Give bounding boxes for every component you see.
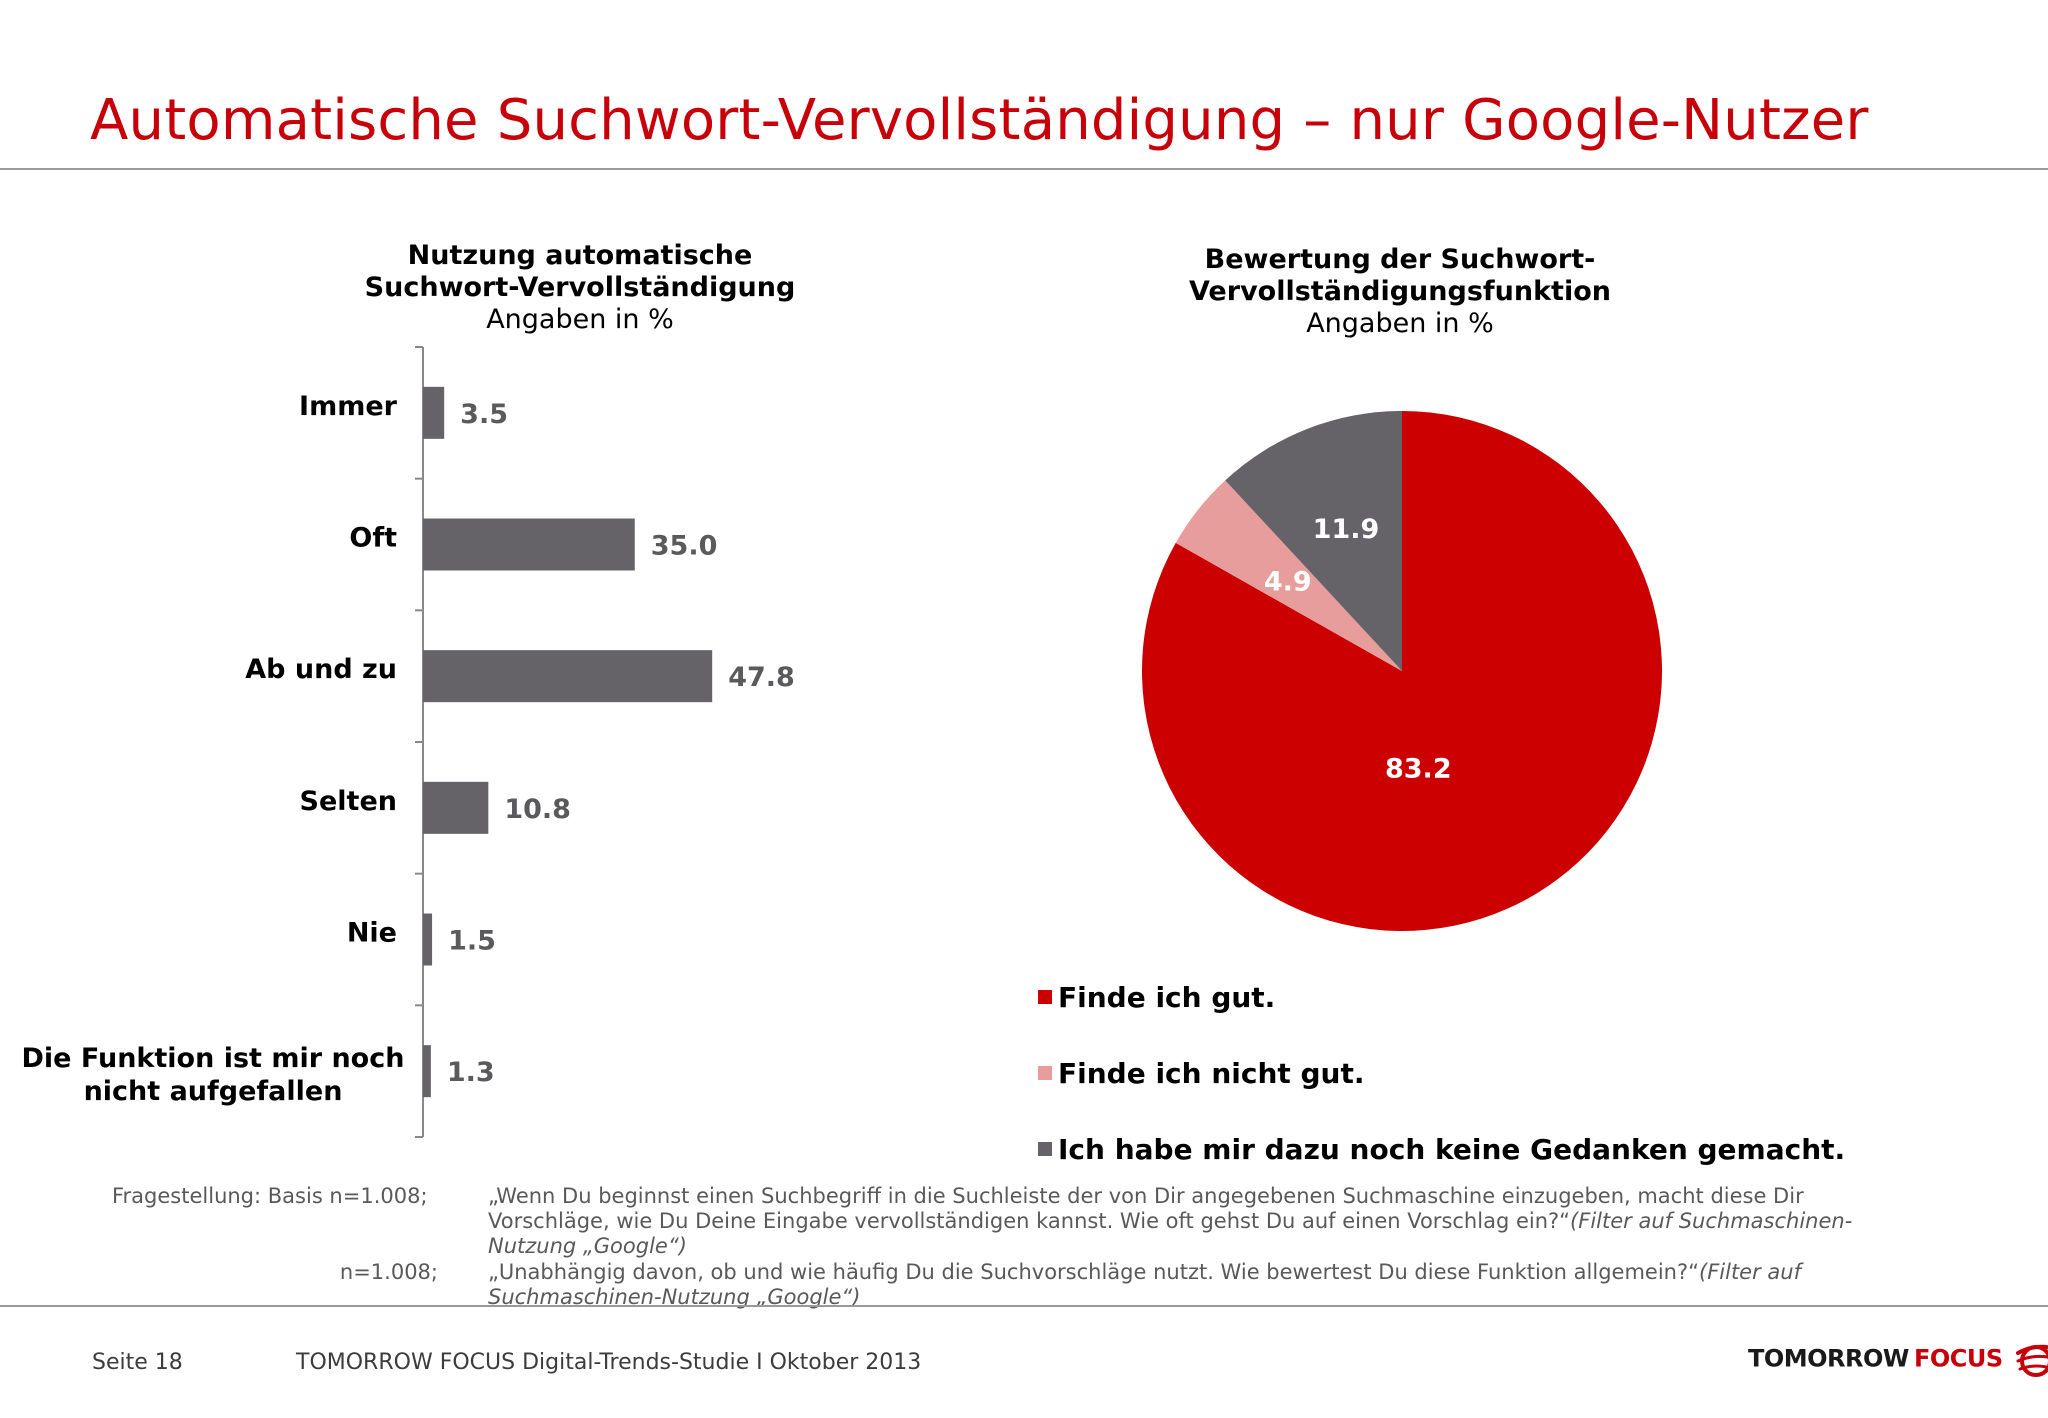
bar-value-label: 10.8 [504,794,571,825]
bar-chart-subtitle: Angaben in % [486,304,674,335]
note-label-base: n=1.008; [339,1260,438,1284]
bar [423,386,445,439]
bar-value-label: 3.5 [460,399,508,430]
note-text-question1-main: „Wenn Du beginnst einen Suchbegriff in d… [488,1184,1804,1233]
bar-category-label: nicht aufgefallen [84,1076,343,1107]
bar [423,1045,431,1098]
pie-slice-no-opinion [1225,411,1402,671]
page-title: Automatische Suchwort-Vervollständigung … [90,88,1869,153]
bar-category-label: Nie [347,918,397,949]
pie-chart-title: Bewertung der Suchwort- Vervollständigun… [1150,244,1650,340]
bar [423,650,713,703]
title-divider [0,168,2048,170]
legend-item-good: Finde ich gut. [1038,981,1275,1014]
legend-item-no-opinion: Ich habe mir dazu noch keine Gedanken ge… [1038,1133,1845,1166]
pie-chart-title-line2: Vervollständigungsfunktion [1189,276,1611,307]
bar-chart: 3.5 Immer 35.0 Oft 47.8 Ab und zu 10.8 Selten 1.… [22,346,795,1138]
logo-text-focus: FOCUS [1914,1344,2003,1373]
legend-swatch-good [1038,990,1052,1004]
bar-chart-title-line1: Nutzung automatische [407,240,753,271]
bar-value-label: 1.3 [447,1057,495,1088]
pie-value-label: 4.9 [1264,567,1312,598]
logo-swirl-icon [2015,1344,2048,1377]
bar-chart-title: Nutzung automatische Suchwort-Vervollstä… [330,240,830,336]
note-text-question1-filter: (Filter auf Suchmaschinen-Nutzung „Googl… [488,1209,1853,1258]
bar-category-label: Immer [299,391,398,422]
bar [423,913,433,966]
bar-value-label: 47.8 [728,662,795,693]
bar-value-label: 1.5 [448,926,496,957]
legend-item-not-good: Finde ich nicht gut. [1038,1057,1365,1090]
note-label-question: Fragestellung: Basis n=1.008; [112,1184,428,1208]
pie-slice-not-good [1175,480,1402,671]
bar-chart-title-line2: Suchwort-Vervollständigung [364,272,796,303]
pie-chart-subtitle: Angaben in % [1306,308,1494,339]
bar-category-label: Ab und zu [245,654,397,685]
legend-swatch-not-good [1038,1066,1052,1080]
pie-value-label: 11.9 [1313,514,1380,545]
bar-category-label: Oft [349,523,397,554]
note-text-question1: „Wenn Du beginnst einen Suchbegriff in d… [488,1184,1888,1259]
note-text-question2: „Unabhängig davon, ob und wie häufig Du … [488,1260,1888,1310]
logo-text-tomorrow: TOMORROW [1748,1344,1909,1373]
footer-page-number: Seite 18 [92,1350,183,1375]
bar [423,518,635,571]
bar [423,781,489,834]
note-text-question2-main: „Unabhängig davon, ob und wie häufig Du … [488,1260,1699,1284]
bar-category-label: Die Funktion ist mir noch [22,1043,405,1074]
legend-label-good: Finde ich gut. [1058,981,1276,1014]
pie-chart-title-line1: Bewertung der Suchwort- [1204,244,1596,275]
bar-value-label: 35.0 [651,531,718,562]
bar-category-label: Selten [300,786,397,817]
legend-label-not-good: Finde ich nicht gut. [1058,1057,1365,1090]
legend-swatch-no-opinion [1038,1142,1052,1156]
footer-study-name: TOMORROW FOCUS Digital-Trends-Studie I O… [296,1350,922,1375]
tomorrow-focus-logo: TOMORROW FOCUS [1748,1342,2048,1382]
legend-label-no-opinion: Ich habe mir dazu noch keine Gedanken ge… [1058,1133,1846,1166]
pie-chart: 83.2 4.911.9 [1142,411,1662,931]
footer-divider [0,1305,2048,1307]
pie-value-label: 83.2 [1385,754,1452,785]
